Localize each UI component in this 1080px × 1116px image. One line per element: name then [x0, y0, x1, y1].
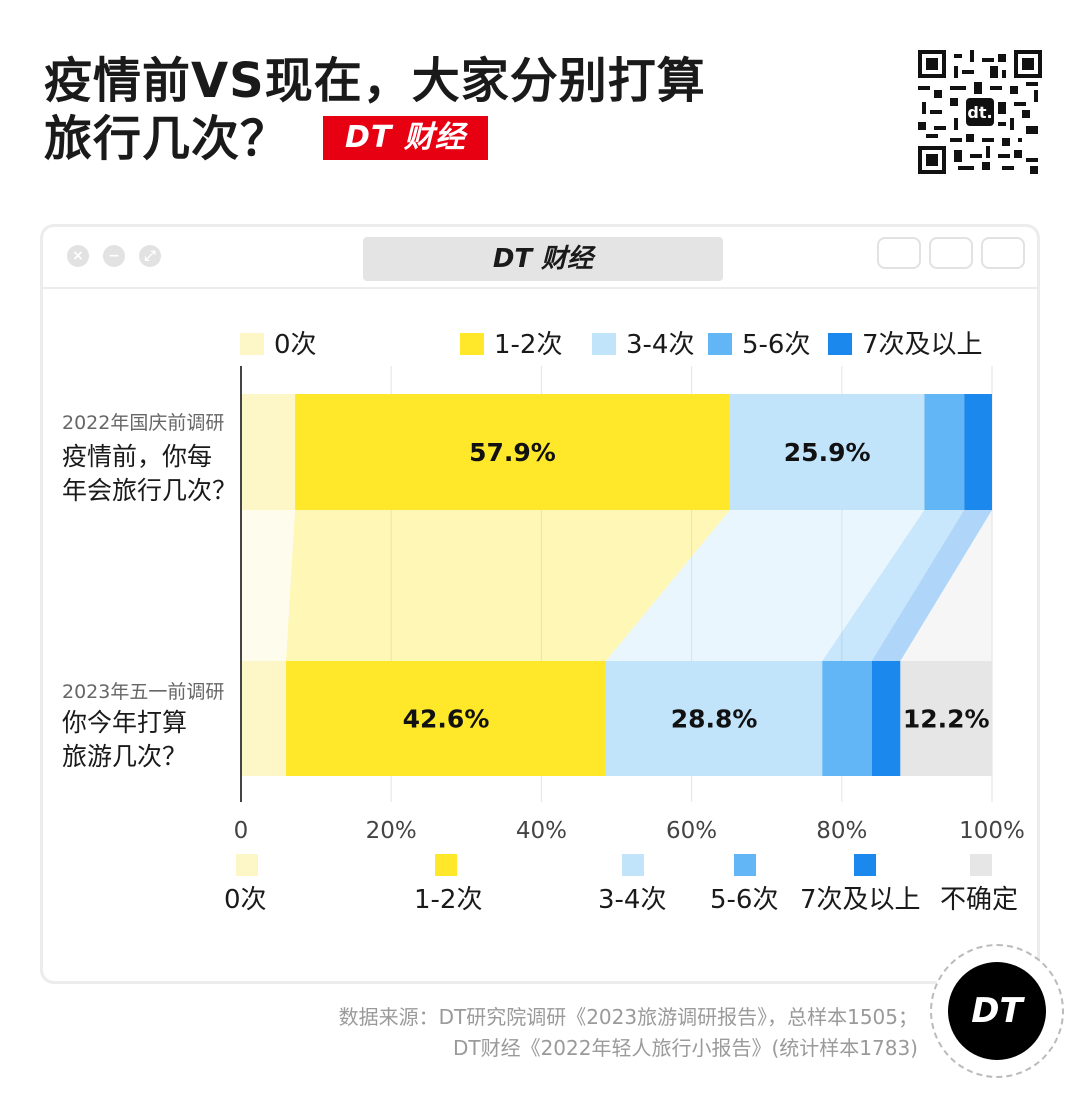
bar-segment [286, 661, 606, 776]
legend-label: 0次 [274, 330, 317, 360]
legend-bottom-swatch-5 [970, 854, 992, 876]
row-2-question-line-1: 你今年打算 [62, 708, 188, 737]
legend-label: 3-4次 [626, 330, 695, 360]
legend-top-item-4: 7次及以上 [828, 330, 983, 360]
window-icon [981, 237, 1025, 269]
legend-label: 5-6次 [742, 330, 811, 360]
bar-segment [964, 394, 992, 510]
share-icon [929, 237, 973, 269]
data-label: 12.2% [903, 705, 990, 734]
x-tick-label: 40% [516, 818, 567, 844]
legend-top-item-1: 1-2次 [460, 330, 562, 360]
source-line-2: DT财经《2022年轻人旅行小报告》(统计样本1783) [452, 1036, 918, 1060]
connector-band [286, 510, 730, 661]
window-tab-title: DT 财经 [363, 237, 723, 281]
legend-label: 1-2次 [494, 330, 563, 360]
legend-bottom-swatch-1 [435, 854, 457, 876]
x-tick-label: 100% [959, 818, 1025, 844]
minimize-icon: − [103, 245, 125, 267]
svg-text:dt.: dt. [967, 103, 992, 122]
legend-bottom-label-4: 7次及以上 [800, 885, 921, 915]
window-title-bar: × − ⤢ DT 财经 [43, 227, 1037, 289]
page-title: 疫情前VS现在，大家分别打算 旅行几次？ DT 财经 [44, 52, 824, 168]
bar-segment [241, 661, 287, 776]
legend-bottom-label-0: 0次 [224, 885, 267, 915]
data-label: 25.9% [784, 438, 871, 467]
maximize-icon: ⤢ [139, 245, 161, 267]
legend-swatch [828, 332, 852, 355]
title-line-1: 疫情前VS现在，大家分别打算 [44, 53, 706, 109]
bar-segment [924, 394, 965, 510]
qr-code-icon: dt. [918, 50, 1042, 174]
row-2-survey-label: 2023年五一前调研 [62, 681, 225, 703]
x-tick-label: 80% [816, 818, 867, 844]
dt-logo-badge: DT [930, 944, 1064, 1078]
connector-band [900, 510, 992, 661]
data-source-note: 数据来源：DT研究院调研《2023旅游调研报告》，总样本1505； DT财经《2… [339, 1002, 918, 1064]
close-icon: × [67, 245, 89, 267]
dt-logo-icon: DT [948, 962, 1046, 1060]
data-label: 42.6% [403, 705, 490, 734]
legend-swatch [708, 332, 732, 355]
legend-swatch [460, 332, 484, 355]
title-line-2-text: 旅行几次？ [44, 111, 290, 167]
legend-bottom-swatch-3 [734, 854, 756, 876]
legend-bottom-label-5: 不确定 [940, 885, 1019, 915]
connector-band [605, 510, 925, 661]
connector-band [871, 510, 992, 661]
record-icon [877, 237, 921, 269]
bar-segment [822, 661, 872, 776]
x-tick-label: 0 [234, 818, 249, 844]
bar-segment [295, 394, 730, 510]
connector-band [822, 510, 965, 661]
brand-badge: DT 财经 [323, 116, 488, 160]
bar-segment [241, 394, 296, 510]
bar-segment [605, 661, 823, 776]
x-tick-label: 20% [366, 818, 417, 844]
row-1-question-line-2: 年会旅行几次？ [62, 476, 238, 505]
legend-top-item-0: 0次 [240, 330, 317, 360]
source-line-1: 数据来源：DT研究院调研《2023旅游调研报告》，总样本1505； [338, 1005, 918, 1029]
legend-bottom-swatch-2 [622, 854, 644, 876]
title-line-2: 旅行几次？ DT 财经 [44, 110, 824, 168]
row-2-question-line-2: 旅游几次？ [62, 742, 188, 771]
legend-swatch [592, 332, 616, 355]
legend-bottom-swatch-0 [236, 854, 258, 876]
bar-segment [729, 394, 925, 510]
legend-bottom-label-3: 5-6次 [710, 885, 779, 915]
legend-label: 7次及以上 [862, 330, 983, 360]
x-tick-label: 60% [666, 818, 717, 844]
row-1-question-line-1: 疫情前，你每 [62, 442, 213, 471]
data-label: 28.8% [671, 705, 758, 734]
legend-bottom-label-2: 3-4次 [598, 885, 667, 915]
row-1-survey-label: 2022年国庆前调研 [62, 412, 225, 434]
legend-top-item-2: 3-4次 [592, 330, 694, 360]
legend-bottom-label-1: 1-2次 [414, 885, 483, 915]
legend-top-item-3: 5-6次 [708, 330, 810, 360]
legend-swatch [240, 332, 264, 355]
bar-segment [871, 661, 901, 776]
data-label: 57.9% [469, 438, 556, 467]
bar-segment [900, 661, 992, 776]
legend-bottom-swatch-4 [854, 854, 876, 876]
connector-band [241, 510, 296, 661]
